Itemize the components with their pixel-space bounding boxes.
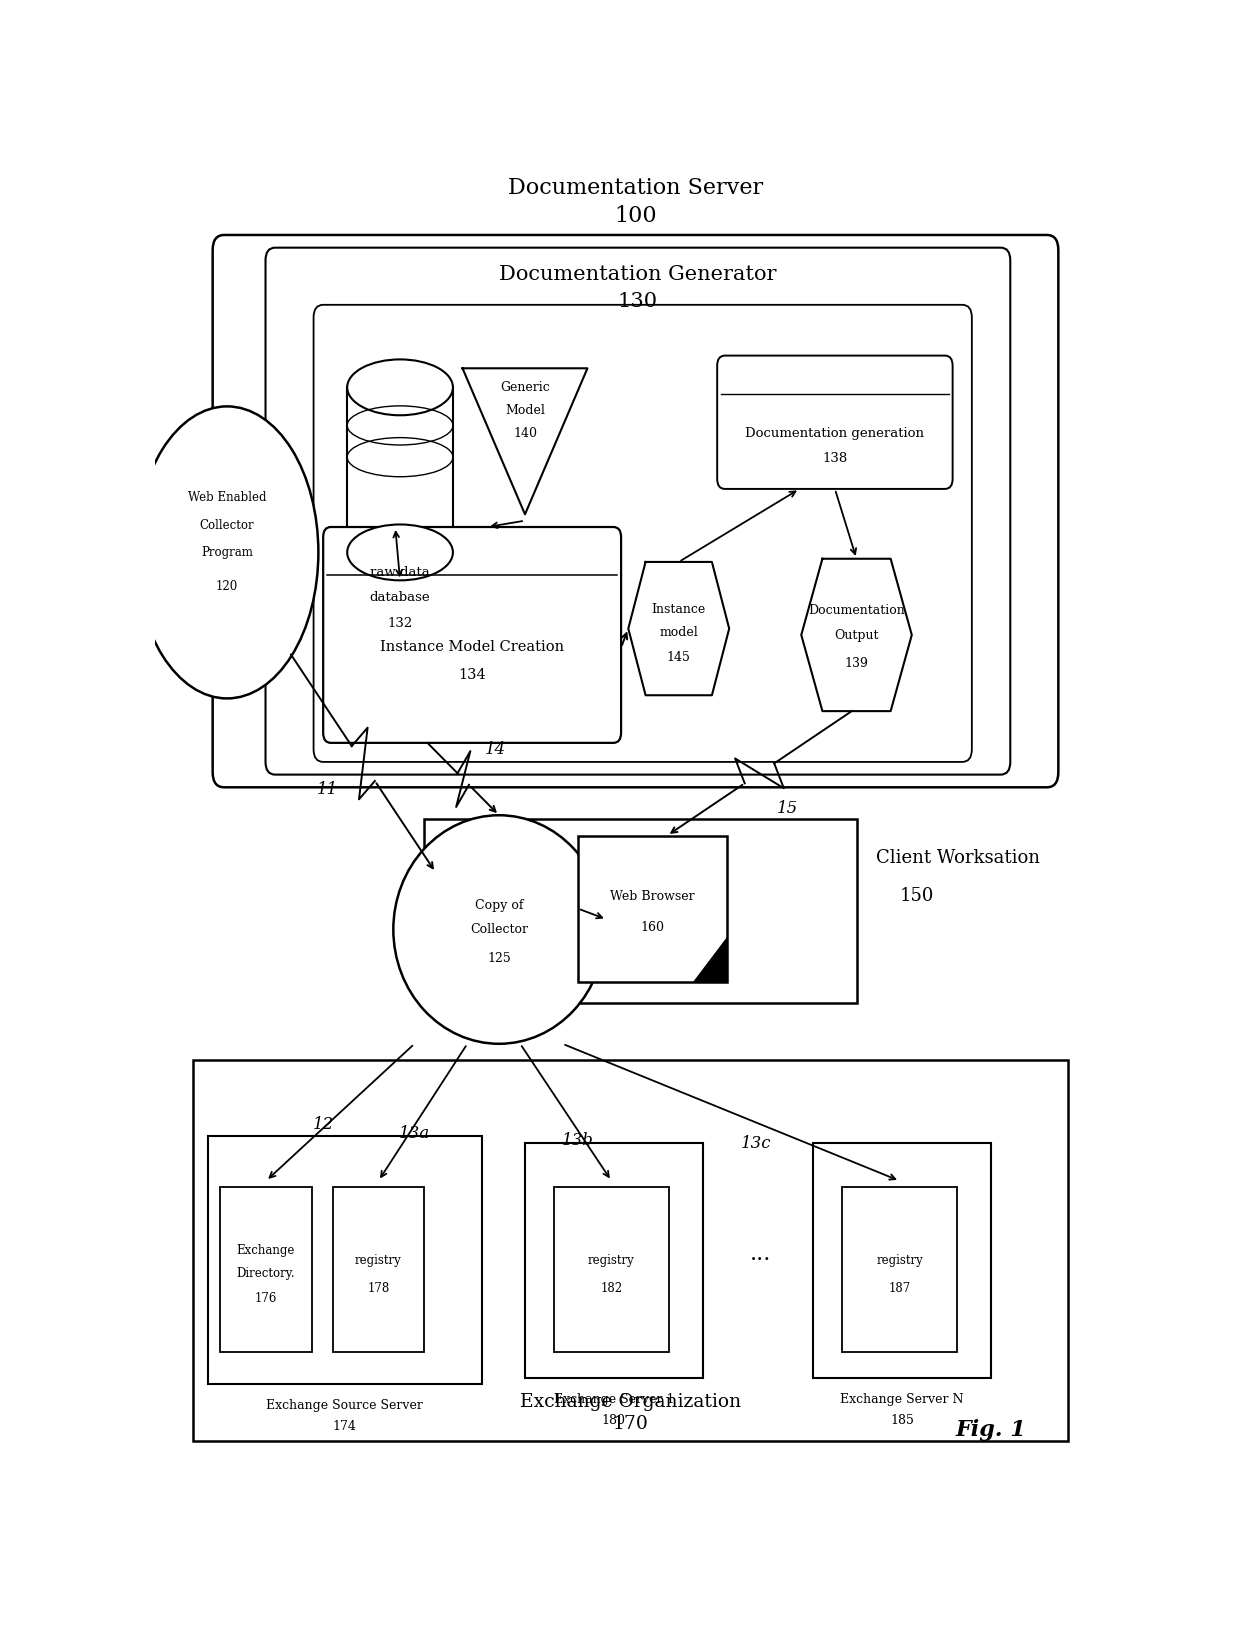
- Text: Exchange Organization: Exchange Organization: [520, 1393, 742, 1409]
- Text: 182: 182: [600, 1280, 622, 1294]
- Text: Model: Model: [505, 404, 544, 417]
- Bar: [554, 1188, 670, 1353]
- Polygon shape: [693, 938, 727, 982]
- Bar: [424, 819, 857, 1004]
- Text: Copy of: Copy of: [475, 898, 523, 911]
- Text: Documentation Generator: Documentation Generator: [500, 264, 776, 283]
- Text: 13b: 13b: [562, 1131, 594, 1147]
- Text: 180: 180: [601, 1414, 626, 1426]
- Text: Client Worksation: Client Worksation: [875, 849, 1040, 867]
- Text: 132: 132: [387, 616, 413, 630]
- Text: Exchange Server N: Exchange Server N: [841, 1391, 963, 1404]
- Ellipse shape: [347, 526, 453, 582]
- Text: Collector: Collector: [470, 923, 528, 934]
- Bar: [208, 1137, 481, 1384]
- FancyBboxPatch shape: [265, 249, 1011, 775]
- Text: Directory.: Directory.: [237, 1266, 295, 1279]
- Text: 174: 174: [332, 1419, 357, 1432]
- Bar: [842, 1188, 957, 1353]
- FancyBboxPatch shape: [314, 305, 972, 763]
- Bar: [578, 836, 727, 982]
- Text: 140: 140: [513, 427, 537, 440]
- Text: 130: 130: [618, 292, 658, 311]
- Text: Documentation generation: Documentation generation: [745, 427, 924, 440]
- Text: 13a: 13a: [399, 1124, 430, 1142]
- Polygon shape: [463, 369, 588, 514]
- Text: registry: registry: [588, 1254, 635, 1266]
- Text: Exchange Source Server: Exchange Source Server: [267, 1398, 423, 1411]
- Text: registry: registry: [355, 1254, 402, 1266]
- Text: registry: registry: [877, 1254, 923, 1266]
- Text: 187: 187: [889, 1280, 911, 1294]
- Text: 12: 12: [312, 1116, 334, 1132]
- Bar: [347, 387, 453, 554]
- Text: 160: 160: [640, 920, 665, 933]
- Text: Exchange: Exchange: [237, 1243, 295, 1256]
- Text: Generic: Generic: [500, 381, 549, 394]
- Text: 150: 150: [900, 887, 934, 905]
- Text: model: model: [660, 625, 698, 638]
- Bar: [813, 1144, 991, 1378]
- Text: 125: 125: [487, 951, 511, 964]
- Polygon shape: [629, 562, 729, 695]
- Text: 138: 138: [822, 452, 847, 465]
- Text: 11: 11: [316, 781, 337, 798]
- Bar: [221, 1188, 311, 1353]
- Text: Web Enabled: Web Enabled: [187, 491, 267, 504]
- Text: ...: ...: [750, 1243, 771, 1264]
- Bar: [525, 1144, 703, 1378]
- Text: 100: 100: [614, 204, 657, 226]
- Text: 185: 185: [890, 1414, 914, 1426]
- Text: Fig. 1: Fig. 1: [956, 1417, 1027, 1440]
- FancyBboxPatch shape: [717, 356, 952, 489]
- Text: 176: 176: [254, 1292, 278, 1305]
- Text: 15: 15: [776, 799, 797, 816]
- Text: Collector: Collector: [200, 519, 254, 532]
- Text: Web Browser: Web Browser: [610, 890, 694, 903]
- Text: Output: Output: [835, 630, 879, 643]
- Polygon shape: [801, 559, 911, 712]
- Text: Program: Program: [201, 545, 253, 559]
- FancyBboxPatch shape: [213, 236, 1058, 788]
- Text: 139: 139: [844, 658, 868, 671]
- Text: 134: 134: [459, 667, 486, 682]
- Ellipse shape: [135, 407, 319, 699]
- Text: 178: 178: [367, 1280, 389, 1294]
- Text: 13c: 13c: [740, 1134, 771, 1152]
- Text: 170: 170: [613, 1414, 649, 1432]
- Ellipse shape: [347, 361, 453, 415]
- FancyBboxPatch shape: [324, 527, 621, 743]
- Text: raw data: raw data: [371, 565, 430, 578]
- Text: Instance Model Creation: Instance Model Creation: [381, 639, 564, 654]
- Text: 120: 120: [216, 580, 238, 593]
- Text: 145: 145: [667, 651, 691, 664]
- Text: Instance: Instance: [652, 603, 706, 615]
- Ellipse shape: [393, 816, 605, 1045]
- Text: Documentation: Documentation: [808, 603, 905, 616]
- Bar: [332, 1188, 424, 1353]
- Text: Exchange Server 1: Exchange Server 1: [553, 1391, 675, 1404]
- Bar: [193, 1061, 1068, 1442]
- Text: 14: 14: [485, 742, 506, 758]
- Text: Documentation Server: Documentation Server: [508, 176, 763, 199]
- Text: database: database: [370, 592, 430, 605]
